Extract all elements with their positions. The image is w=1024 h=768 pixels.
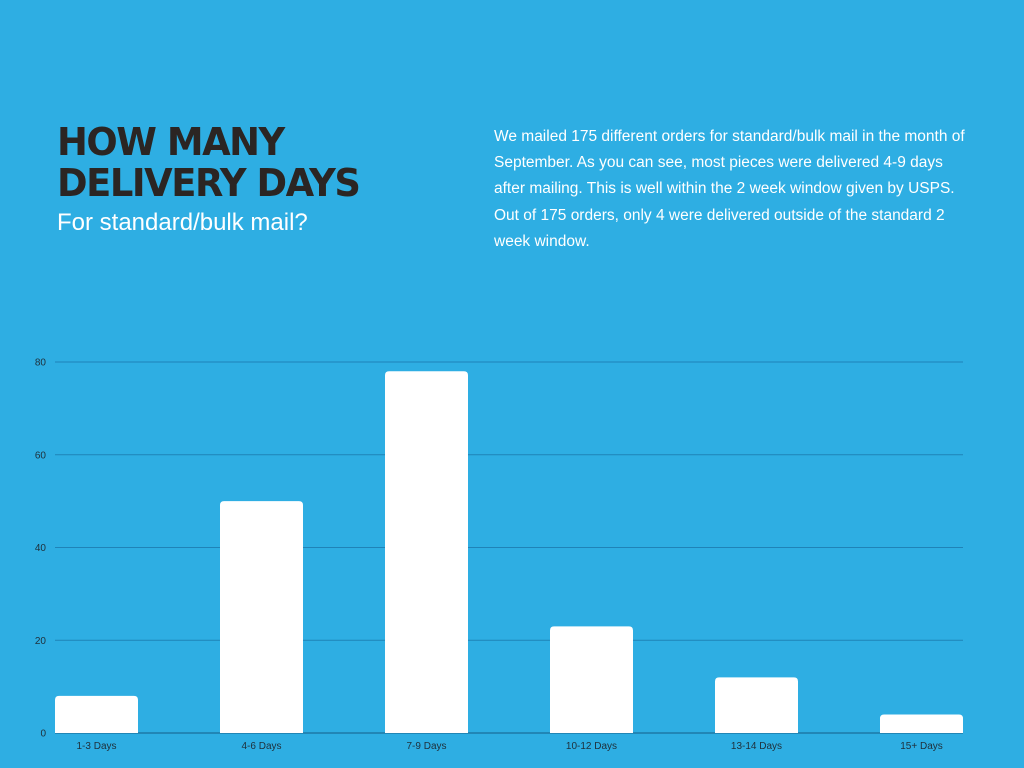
x-tick-label: 15+ Days [900, 741, 943, 752]
y-tick-label: 40 [35, 543, 47, 554]
description-paragraph: We mailed 175 different orders for stand… [494, 128, 965, 250]
page-subtitle: For standard/bulk mail? [57, 209, 308, 236]
y-axis-ticks: 0 20 40 60 80 [35, 358, 47, 740]
y-tick-label: 0 [40, 729, 46, 740]
y-tick-label: 60 [35, 450, 47, 461]
y-tick-label: 80 [35, 358, 47, 369]
x-tick-label: 13-14 Days [731, 741, 782, 752]
page-title: HOW MANY DELIVERY DAYS [57, 122, 445, 204]
bar-10-12-days [550, 626, 633, 733]
x-tick-label: 4-6 Days [241, 741, 281, 752]
bar-7-9-days [385, 371, 468, 733]
gridlines [55, 361, 963, 734]
title-line-2: DELIVERY DAYS [57, 161, 361, 205]
x-tick-label: 10-12 Days [566, 741, 617, 752]
bars [55, 371, 963, 733]
x-axis-ticks: 1-3 Days 4-6 Days 7-9 Days 10-12 Days 13-14 … [76, 741, 942, 752]
bar-4-6-days [220, 501, 303, 733]
title-line-1: HOW MANY [57, 120, 285, 164]
x-tick-label: 1-3 Days [76, 741, 116, 752]
x-tick-label: 7-9 Days [406, 741, 446, 752]
y-tick-label: 20 [35, 636, 47, 647]
bar-15-days [880, 714, 963, 733]
bar-13-14-days [715, 677, 798, 733]
bar-1-3-days [55, 695, 138, 733]
